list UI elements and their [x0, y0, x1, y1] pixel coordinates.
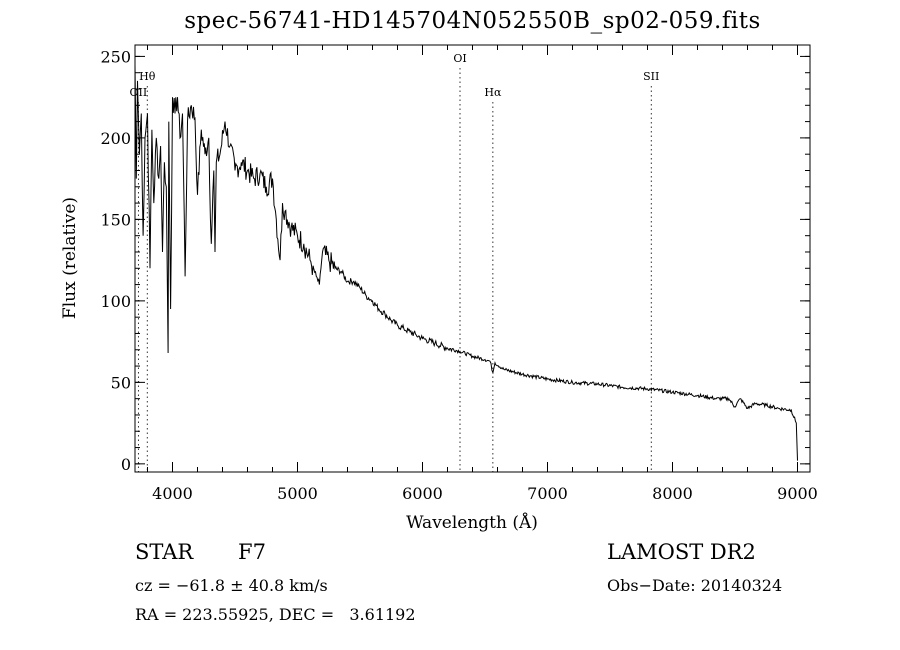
survey-name: LAMOST DR2	[607, 540, 756, 564]
line-marker-label: Hα	[484, 86, 502, 99]
line-marker-label: OII	[130, 86, 148, 99]
object-class: STAR	[135, 540, 194, 564]
x-tick-label: 9000	[777, 484, 818, 503]
x-tick-label: 6000	[402, 484, 443, 503]
x-tick-label: 7000	[527, 484, 568, 503]
object-subclass: F7	[238, 540, 266, 564]
redshift-velocity: cz = −61.8 ± 40.8 km/s	[135, 576, 328, 595]
chart-title: spec-56741-HD145704N052550B_sp02-059.fit…	[184, 8, 761, 34]
line-marker-label: SII	[643, 70, 659, 83]
ra-dec-coordinates: RA = 223.55925, DEC = 3.61192	[135, 605, 416, 624]
x-axis-label: Wavelength (Å)	[406, 512, 538, 533]
y-tick-label: 0	[121, 455, 131, 474]
x-tick-label: 4000	[152, 484, 193, 503]
y-axis-label: Flux (relative)	[60, 197, 80, 319]
line-marker-label: Hθ	[139, 70, 156, 83]
y-tick-label: 150	[100, 210, 131, 229]
y-tick-label: 100	[100, 292, 131, 311]
axis-ticks: 4000 5000 6000 7000 8000 9000 0 50 100 150 200 250	[100, 45, 818, 503]
observation-date: Obs−Date: 20140324	[607, 576, 783, 595]
spectrum-series-line	[134, 64, 798, 461]
x-tick-label: 8000	[652, 484, 693, 503]
line-marker-label: OI	[453, 52, 466, 65]
line-markers: OII Hθ OI Hα SII	[130, 52, 659, 472]
plot-frame	[134, 44, 811, 473]
y-tick-label: 200	[100, 129, 131, 148]
x-tick-label: 5000	[277, 484, 318, 503]
y-tick-label: 250	[100, 47, 131, 66]
y-tick-label: 50	[111, 373, 131, 392]
